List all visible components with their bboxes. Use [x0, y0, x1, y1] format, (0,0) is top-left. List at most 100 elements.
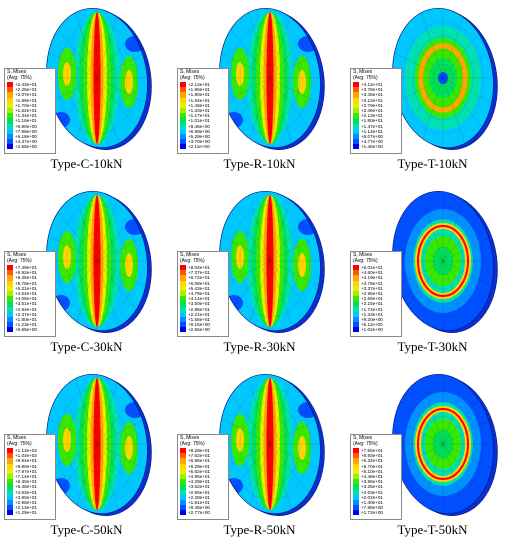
panel-caption: Type-R-30kN	[223, 339, 296, 354]
legend-row: +2.79e+01	[353, 102, 400, 108]
legend-value: +4.63e+01	[15, 489, 37, 495]
legend-value: +6.32e+01	[361, 458, 383, 464]
legend-swatch	[180, 296, 186, 302]
legend-row: +5.43e+01	[180, 285, 227, 291]
legend-row: +5.10e+01	[353, 468, 400, 474]
legend-row: +4.11e+01	[353, 82, 400, 88]
plate-contour	[210, 4, 330, 154]
legend-row: +8.02e+01	[180, 265, 227, 271]
legend-row: +1.04e+02	[7, 453, 54, 459]
legend-swatch	[7, 463, 13, 469]
legend: S, Mises (Avg: 75%) +2.43e+01 +2.25e+01 +2.0…	[4, 68, 56, 154]
legend-value: +1.01e+01	[188, 118, 210, 124]
legend-swatch	[7, 301, 13, 307]
legend-value: +1.29e+01	[15, 510, 37, 516]
legend-swatch	[353, 107, 359, 114]
legend-value: +1.56e+01	[188, 316, 210, 322]
legend-row: +1.80e+01	[7, 316, 54, 323]
legend-value: +8.28e+01	[188, 448, 210, 453]
legend-value: +2.12e+01	[188, 82, 210, 87]
legend-swatch	[180, 468, 186, 474]
legend-value: +5.62e+01	[188, 468, 210, 474]
legend-row: +2.77e+00	[180, 510, 227, 516]
legend-row: +3.62e+01	[180, 484, 227, 490]
legend-swatch	[7, 458, 13, 464]
legend-swatch	[7, 311, 13, 317]
legend-value: +1.72e+00	[361, 510, 383, 516]
legend-row: +1.13e+02	[7, 448, 54, 454]
legend-swatch	[180, 479, 186, 485]
legend-row: +5.62e+01	[180, 468, 227, 474]
legend-value: +7.49e+01	[15, 265, 37, 270]
legend-row: +5.46e+01	[7, 484, 54, 490]
legend-row: +2.94e+01	[7, 306, 54, 312]
legend-header: S, Mises (Avg: 75%)	[178, 252, 228, 264]
legend-swatch	[7, 133, 13, 140]
legend-swatch	[353, 316, 359, 323]
panel: S, Mises (Avg: 75%) +4.11e+01 +3.78e+01 +3.4…	[346, 0, 519, 183]
legend-swatch	[353, 275, 359, 281]
legend-value: +6.08e+01	[188, 280, 210, 286]
legend-row: +7.55e+01	[353, 448, 400, 454]
legend-value: +5.78e+01	[15, 280, 37, 286]
legend-row: +3.25e+01	[353, 484, 400, 490]
legend-value: +1.64e+01	[188, 97, 210, 103]
legend: S, Mises (Avg: 75%) +8.02e+01 +7.37e+01 +6.7…	[177, 251, 229, 337]
legend-row: +1.48e+01	[180, 102, 227, 108]
legend-row: +4.29e+01	[180, 479, 227, 485]
legend-swatch	[7, 92, 13, 98]
legend-swatch	[180, 458, 186, 464]
legend-value: +6.93e+01	[361, 453, 383, 459]
legend-value: +2.77e+00	[188, 510, 210, 516]
legend-row: +4.48e+01	[353, 473, 400, 480]
legend-scale: +2.12e+01 +1.96e+01 +1.80e+01 +1.64e+01 +1.4…	[180, 82, 227, 150]
legend-swatch	[353, 448, 359, 454]
legend-row: +2.85e+01	[180, 306, 227, 312]
legend-swatch	[7, 290, 13, 297]
legend-title: S, Mises	[180, 252, 200, 258]
legend-row: +3.78e+01	[353, 87, 400, 93]
legend-value: +1.48e+01	[188, 102, 210, 108]
legend-swatch	[180, 316, 186, 323]
legend-header: S, Mises (Avg: 75%)	[178, 69, 228, 81]
legend-swatch	[7, 144, 13, 150]
legend-row: +1.74e+01	[353, 306, 400, 312]
legend-subtitle: (Avg: 75%)	[180, 257, 205, 264]
legend-value: +1.40e+01	[361, 499, 383, 505]
legend-row: +5.78e+01	[7, 280, 54, 286]
legend-row: +3.37e+01	[353, 285, 400, 291]
legend-value: +1.46e+00	[361, 144, 383, 150]
legend-value: +7.14e+01	[15, 473, 37, 479]
legend-row: +1.96e+01	[180, 87, 227, 93]
legend-value: +1.96e+01	[188, 87, 210, 93]
legend-value: +1.23e+01	[15, 322, 37, 328]
legend-value: +2.07e+01	[15, 92, 37, 98]
legend-value: +6.29e+01	[188, 463, 210, 469]
legend-value: +2.94e+01	[15, 306, 37, 312]
legend-row: +2.11e+00	[180, 144, 227, 150]
legend-value: +1.89e+01	[15, 97, 37, 103]
legend-row: +7.97e+01	[7, 468, 54, 474]
panel: S, Mises (Avg: 75%) +7.55e+01 +6.93e+01 +6.3…	[346, 366, 519, 549]
legend-swatch	[180, 285, 186, 291]
legend-swatch	[353, 453, 359, 459]
legend-row: +1.29e+01	[7, 510, 54, 516]
legend-swatch	[180, 139, 186, 145]
legend-swatch	[353, 306, 359, 312]
legend-value: +3.62e+01	[188, 484, 210, 490]
legend-swatch	[7, 118, 13, 124]
legend-swatch	[7, 296, 13, 302]
legend-row: +5.11e+00	[353, 322, 400, 328]
legend-subtitle: (Avg: 75%)	[180, 440, 205, 447]
legend-swatch	[7, 102, 13, 108]
legend-row: +9.46e+00	[180, 505, 227, 511]
legend-swatch	[353, 301, 359, 307]
legend-row: +4.63e+01	[7, 489, 54, 495]
legend-row: +2.37e+01	[7, 311, 54, 317]
plate-contour	[37, 187, 157, 337]
legend-row: +2.25e+01	[7, 87, 54, 93]
panel: S, Mises (Avg: 75%) +8.28e+01 +7.62e+01 +6.9…	[173, 366, 346, 549]
legend-swatch	[180, 453, 186, 459]
legend-swatch	[7, 82, 13, 88]
legend-value: +3.86e+01	[361, 479, 383, 485]
